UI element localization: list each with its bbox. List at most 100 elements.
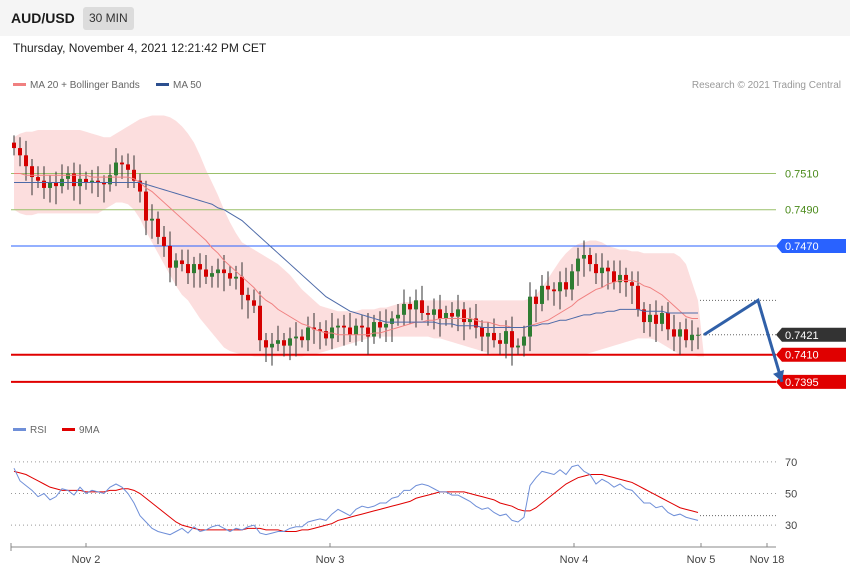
candle-body [444, 313, 448, 319]
candle-body [360, 325, 364, 328]
candle [492, 318, 496, 348]
candle-body [468, 318, 472, 323]
candle [414, 289, 418, 328]
candle-body [72, 173, 76, 187]
candle [144, 180, 148, 236]
candle-body [282, 340, 286, 346]
time-tick-label: Nov 5 [687, 554, 716, 566]
header-bar: AUD/USD 30 MIN [0, 0, 850, 36]
candle [102, 175, 106, 203]
candle-body [630, 282, 634, 286]
candle-body [222, 269, 226, 274]
candle [30, 158, 34, 196]
candle-body [594, 264, 598, 274]
candle [204, 255, 208, 284]
candle-body [90, 180, 94, 183]
candle [240, 262, 244, 310]
candle [564, 267, 568, 297]
candle-body [570, 271, 574, 290]
candle-body [378, 322, 382, 328]
candle [666, 302, 670, 341]
candle [252, 289, 256, 313]
candle-body [474, 318, 478, 328]
candle-body [684, 329, 688, 341]
candle [372, 314, 376, 344]
candle [594, 253, 598, 284]
candle-body [450, 313, 454, 317]
candle-body [396, 314, 400, 319]
candle-body [114, 162, 118, 176]
candle-body [84, 178, 88, 183]
candle-body [654, 314, 658, 324]
level-0-7410-tag [776, 347, 846, 362]
candle [390, 311, 394, 342]
candle [516, 338, 520, 355]
candle-body [480, 327, 484, 337]
candle-body [24, 155, 28, 167]
time-tick-label: Nov 3 [316, 554, 345, 566]
legend-label-9ma: 9MA [79, 425, 100, 436]
candle [570, 264, 574, 301]
candle-body [552, 289, 556, 292]
candle [138, 173, 142, 203]
candle-body [324, 331, 328, 339]
legend-9ma: 9MA [62, 425, 100, 436]
candle [462, 302, 466, 341]
legend-swatch-9ma [62, 427, 75, 431]
candle [270, 332, 274, 366]
candle-body [588, 255, 592, 265]
timeframe-button[interactable]: 30 MIN [83, 7, 134, 30]
legend-ma50: MA 50 [156, 80, 201, 91]
rsi-line [13, 464, 699, 536]
legend-label-ma50: MA 50 [173, 80, 202, 91]
time-tick-label: Nov 2 [72, 554, 101, 566]
time-tick-label: Nov 18 [750, 554, 785, 566]
candle-body [36, 177, 40, 181]
candle-body [384, 323, 388, 328]
candle-body [522, 336, 526, 346]
candle [690, 320, 694, 352]
level-0-7410-label: 0.7410 [785, 350, 819, 362]
candle-body [642, 309, 646, 323]
candle-body [660, 313, 664, 324]
candle [504, 320, 508, 359]
level-0-7421-label: 0.7421 [785, 330, 819, 342]
candle [90, 169, 94, 194]
candle-body [258, 305, 262, 341]
candle [18, 137, 22, 167]
candle-body [300, 336, 304, 341]
candle [354, 318, 358, 346]
candle-body [564, 282, 568, 290]
candle-body [288, 338, 292, 346]
candle-body [600, 267, 604, 274]
candle [246, 287, 250, 319]
candle-body [618, 274, 622, 283]
candle [66, 166, 70, 190]
candle [312, 313, 316, 344]
symbol-title: AUD/USD [11, 10, 75, 26]
time-axis: Nov 2 Nov 3 Nov 4 Nov 5 Nov 18 [10, 543, 785, 566]
candle-body [606, 267, 610, 272]
candle [306, 316, 310, 352]
candle-body [66, 173, 70, 179]
main-plot-area: 0.7510 0.7490 0.7470 0.7421 0.7410 0.7395 [11, 115, 846, 389]
candle-body [348, 327, 352, 335]
candle-body [534, 296, 538, 304]
candle-body [486, 332, 490, 337]
candle [348, 313, 352, 342]
candle-body [210, 273, 214, 277]
legend-swatch-ma50 [156, 82, 169, 86]
candle [402, 289, 406, 326]
candle-body [648, 314, 652, 323]
candle [654, 300, 658, 342]
candle [180, 249, 184, 272]
level-0-7421-tag [776, 327, 846, 342]
candle-body [132, 169, 136, 181]
candle [156, 211, 160, 245]
candle-body [198, 264, 202, 270]
candle [174, 253, 178, 286]
candle [186, 249, 190, 284]
candle [522, 325, 526, 357]
candle [36, 166, 40, 188]
